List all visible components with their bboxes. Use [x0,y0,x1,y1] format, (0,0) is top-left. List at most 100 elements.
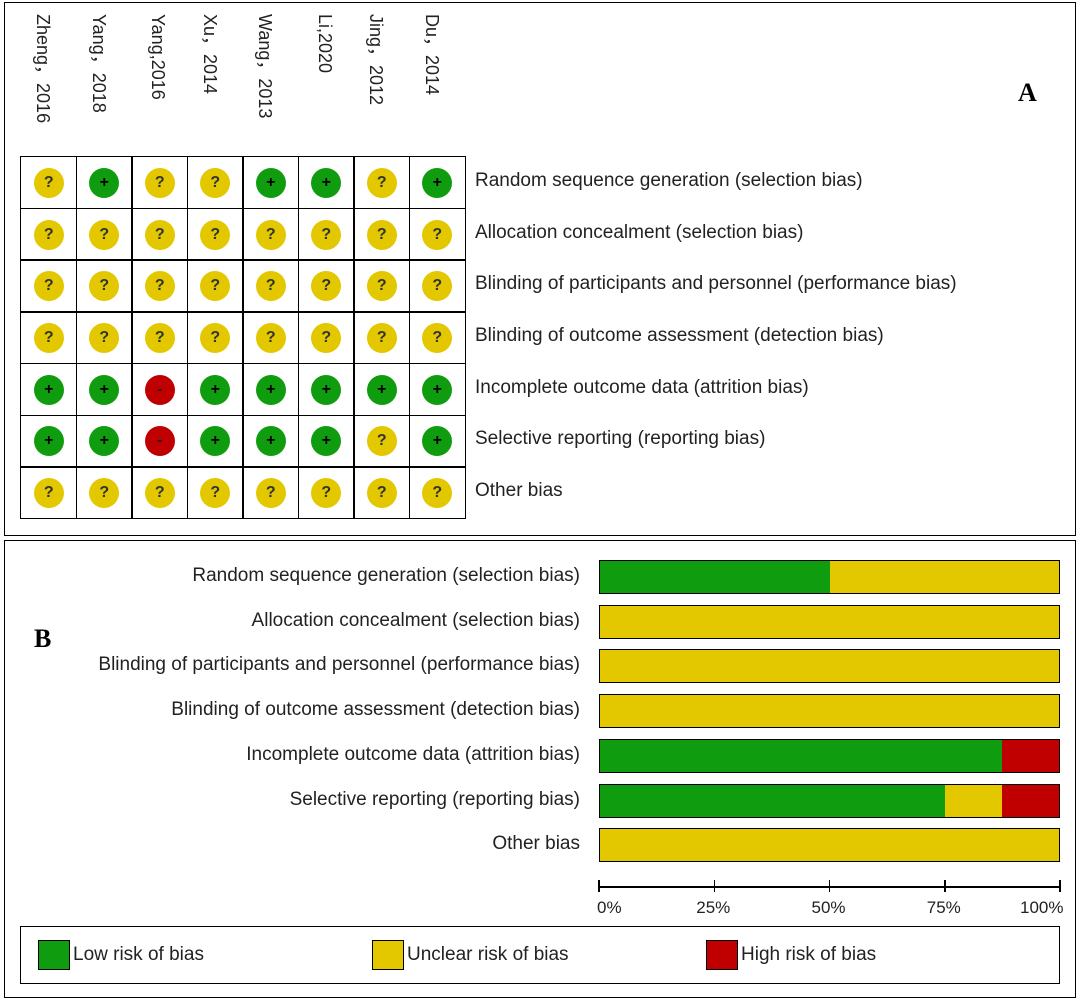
category-label: Random sequence generation (selection bi… [192,565,580,586]
judgement-dot-unclear: ? [255,271,286,302]
judgement-dot-unclear: ? [144,167,175,198]
grid-cell [75,466,133,520]
judgement-dot-low: + [366,374,397,405]
panel-a-letter: A [1018,78,1037,107]
domain-label: Random sequence generation (selection bi… [475,169,863,191]
category-label: Blinding of outcome assessment (detectio… [171,699,580,721]
judgement-dot-unclear: ? [33,167,64,198]
bar-segment-unclear [599,649,1060,684]
domain-label: Blinding of outcome assessment (detectio… [475,324,884,346]
bar-segment-low [599,783,945,818]
judgement-dot-unclear: ? [200,219,231,250]
bar-outline [599,694,1060,729]
judgement-dot-unclear: ? [200,271,231,302]
bar-outline [599,649,1060,684]
grid-cell [297,466,355,520]
judgement-dot-unclear: ? [200,478,231,509]
study-label: Yang，2018 [88,14,109,113]
x-tick-label: 50% [811,898,846,917]
judgement-dot-unclear: ? [311,478,342,509]
judgement-dot-low: + [200,426,231,457]
domain-label: Allocation concealment (selection bias) [475,221,804,243]
domain-label: Incomplete outcome data (attrition bias) [475,376,809,398]
legend-swatch-unclear [372,940,404,970]
judgement-dot-unclear: ? [200,167,231,198]
bar-outline [599,560,1060,594]
x-tick [713,880,715,892]
judgement-dot-low: + [311,426,342,457]
study-label: Yang,2016 [148,14,168,100]
legend-label: Low risk of bias [73,944,204,965]
judgement-dot-low: + [89,167,120,198]
panel-b-letter: B [34,624,52,653]
judgement-dot-low: + [255,426,286,457]
legend-label: Unclear risk of bias [407,944,569,965]
grid-cell [242,466,299,520]
bar-outline [599,828,1060,863]
judgement-dot-low: + [422,374,453,405]
judgement-dot-unclear: ? [366,167,397,198]
x-tick-label: 100% [1020,898,1064,917]
judgement-dot-low: + [422,426,453,457]
judgement-dot-low: + [311,374,342,405]
bar-outline [599,604,1060,639]
judgement-dot-high: - [144,426,175,457]
grid-cell [20,466,77,520]
bar-segment-low [599,738,1003,773]
judgement-dot-low: + [255,374,286,405]
judgement-dot-unclear: ? [144,322,175,353]
study-label: Xu，2014 [199,14,220,95]
judgement-dot-unclear: ? [422,322,453,353]
judgement-dot-unclear: ? [89,322,120,353]
judgement-dot-low: + [33,426,64,457]
grid-cell [186,466,244,520]
category-label: Selective reporting (reporting bias) [289,788,580,810]
legend-label: High risk of bias [741,944,877,965]
study-label: Zheng，2016 [33,14,53,124]
judgement-dot-unclear: ? [311,219,342,250]
study-label: Wang，2013 [255,14,275,119]
judgement-dot-unclear: ? [33,271,64,302]
bar-outline [599,738,1060,773]
bar-segment-unclear [599,828,1060,863]
judgement-dot-unclear: ? [144,271,175,302]
bar-segment-low [599,560,830,594]
judgement-dot-unclear: ? [89,478,120,509]
legend [20,926,1060,984]
judgement-dot-unclear: ? [366,426,397,457]
judgement-dot-unclear: ? [33,322,64,353]
bar-segment-high [1002,738,1060,773]
judgement-dot-unclear: ? [422,219,453,250]
judgement-dot-unclear: ? [311,271,342,302]
domain-label: Other bias [475,480,563,502]
category-label: Allocation concealment (selection bias) [251,609,580,631]
bar-segment-unclear [599,694,1060,729]
domain-label: Blinding of participants and personnel (… [475,273,957,295]
judgement-dot-low: + [422,167,453,198]
category-label: Blinding of participants and personnel (… [98,654,580,676]
judgement-dot-low: + [311,167,342,198]
judgement-dot-low: + [33,374,64,405]
x-tick [944,880,946,892]
grid-cell [408,466,466,520]
judgement-dot-unclear: ? [255,478,286,509]
judgement-dot-low: + [89,426,120,457]
bar-segment-unclear [599,604,1060,639]
legend-swatch-high [706,940,738,970]
grid-cell [353,466,410,520]
x-tick-label: 25% [696,898,731,917]
judgement-dot-unclear: ? [366,478,397,509]
judgement-dot-unclear: ? [89,271,120,302]
x-tick [598,880,600,892]
study-label: Jing，2012 [366,14,386,106]
judgement-dot-high: - [144,374,175,405]
category-label: Incomplete outcome data (attrition bias) [246,743,580,765]
bar-segment-high [1002,783,1060,818]
panel-a-risk-of-bias-summary [4,2,1076,536]
grid-cell [131,466,188,520]
judgement-dot-unclear: ? [311,322,342,353]
legend-swatch-low [38,940,70,970]
judgement-dot-unclear: ? [422,478,453,509]
bar-segment-unclear [944,783,1003,818]
judgement-dot-low: + [255,167,286,198]
